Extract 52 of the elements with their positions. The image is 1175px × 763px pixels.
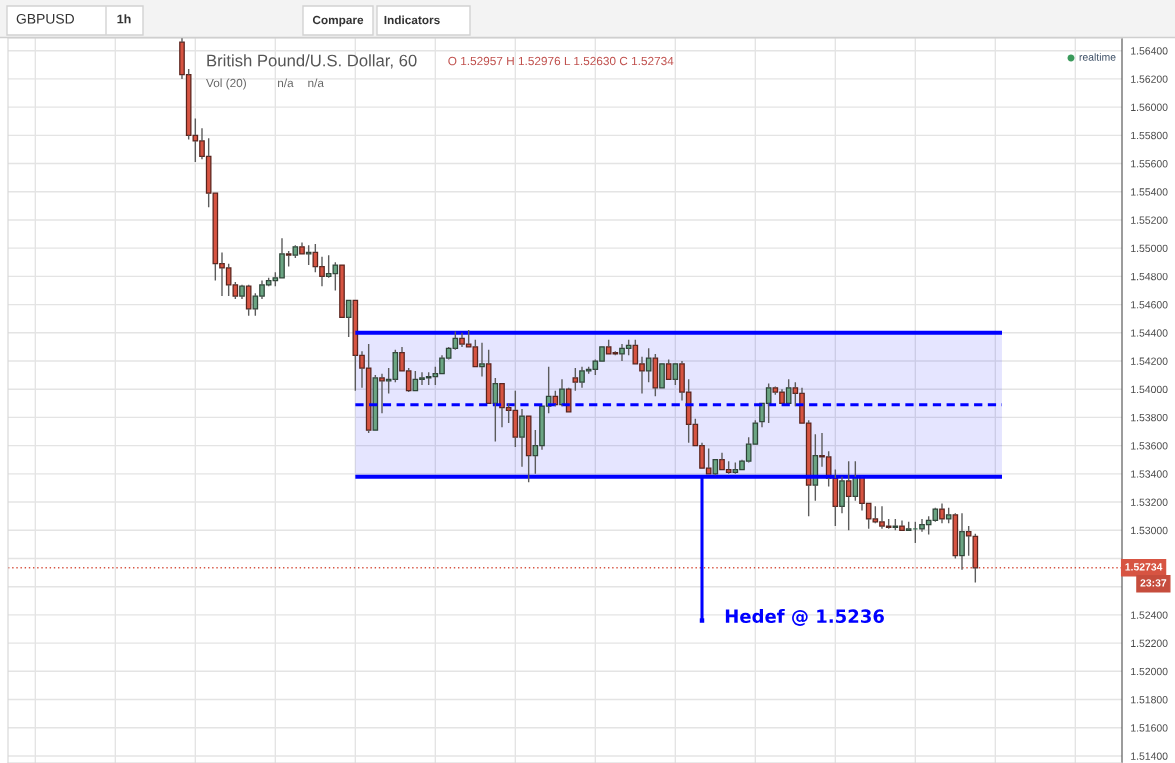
y-tick-label: 1.53800 [1131,413,1168,422]
candlestick [939,502,945,524]
candlestick [665,358,672,381]
text: British Pound/U.S. Dollar, 60 [207,54,417,69]
candlestick [559,378,565,407]
y-tick-label: 1.54200 [1131,357,1168,365]
candlestick [519,408,525,468]
text: GBPUSD [16,13,74,24]
text: Compare [312,15,364,27]
y-tick-label: 1.53200 [1131,498,1168,506]
text: 1h [117,14,131,24]
y-tick-label: 1.53600 [1131,442,1168,450]
annotation: Vol (20) [206,78,246,90]
text: Indicators [384,15,440,25]
y-tick-label: 1.51400 [1131,752,1168,760]
y-tick-label: 1.52200 [1131,639,1168,647]
y-tick-label: 1.54800 [1131,272,1168,281]
y-tick-label: 1.52400 [1131,611,1168,619]
candlestick [645,347,652,383]
text: O 1.52957 H 1.52976 L 1.52630 C 1.52734 [448,56,674,66]
annotation: n/a [278,78,294,88]
candlestick [852,460,859,502]
candlestick [492,377,499,443]
y-tick-label: 1.56200 [1131,75,1168,83]
y-tick-label: 1.54600 [1131,301,1168,309]
y-tick-label: 1.54400 [1131,329,1168,337]
y-tick-label: 1.55800 [1131,131,1168,140]
y-tick-label: 1.53400 [1131,470,1168,478]
candlestick [959,512,965,571]
candlestick [379,373,385,414]
ref-line-label: 1.52734 [1125,563,1163,571]
candlestick [345,299,352,338]
candlestick [572,367,579,392]
y-tick-label: 1.51600 [1131,724,1168,732]
y-tick-label: 1.55400 [1131,188,1168,196]
y-tick-label: 1.56400 [1131,47,1168,55]
text: 23:37 [1140,579,1167,587]
y-tick-label: 1.56000 [1131,103,1168,111]
candlestick [479,341,485,378]
candlestick [245,284,252,317]
text: realtime [1079,53,1116,61]
y-tick-label: 1.53000 [1131,526,1168,535]
y-tick-label: 1.55000 [1131,244,1168,253]
y-tick-label: 1.51800 [1131,696,1168,704]
y-tick-label: 1.55600 [1131,160,1168,168]
y-tick-label: 1.54000 [1131,385,1168,394]
data-label: Hedef @ 1.5236 [725,609,884,626]
candlestick [845,460,852,531]
y-tick-label: 1.55200 [1131,216,1168,224]
annotation: n/a [308,78,324,88]
y-tick-label: 1.52000 [1131,667,1168,676]
candlestick [672,363,679,386]
